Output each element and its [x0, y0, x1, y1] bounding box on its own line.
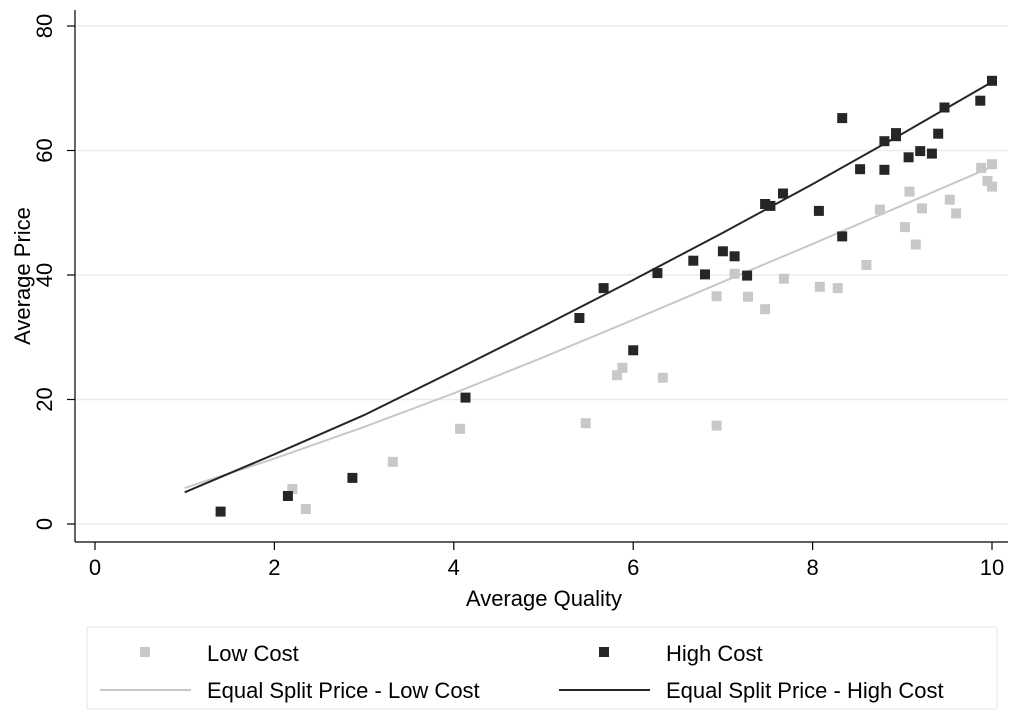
low-cost-point	[760, 304, 771, 315]
y-axis-title: Average Price	[10, 207, 35, 345]
legend-low-cost-marker	[140, 647, 150, 657]
high-cost-point	[688, 255, 699, 266]
high-cost-point	[717, 246, 728, 257]
high-cost-point	[837, 231, 848, 242]
tick-marks: 0 20 40 60 80 0 2 4 6 8 10	[32, 14, 1004, 580]
legend-low-line-label: Equal Split Price - Low Cost	[207, 678, 480, 703]
high-cost-point	[282, 491, 293, 501]
high-cost-point	[742, 270, 753, 281]
low-cost-equal-split-line	[184, 165, 993, 489]
high-cost-point	[903, 152, 914, 163]
low-cost-point	[455, 423, 466, 434]
axes	[74, 10, 1008, 543]
high-cost-point	[813, 205, 824, 216]
low-cost-point	[657, 372, 668, 383]
low-cost-point	[729, 268, 740, 279]
y-tick-label: 60	[32, 138, 57, 162]
legend-high-cost-label: High Cost	[666, 641, 763, 666]
fit-lines	[184, 81, 993, 494]
low-cost-point	[976, 162, 987, 173]
y-tick-label: 0	[32, 518, 57, 530]
low-cost-point	[904, 186, 915, 197]
high-cost-point	[729, 251, 740, 262]
high-cost-point	[926, 148, 937, 159]
x-tick-label: 8	[806, 555, 818, 580]
x-tick-label: 6	[627, 555, 639, 580]
low-cost-point	[832, 283, 843, 294]
low-cost-point	[387, 456, 398, 467]
high-cost-point	[837, 113, 848, 124]
low-cost-point	[917, 203, 927, 214]
x-tick-label: 2	[268, 555, 280, 580]
y-tick-label: 80	[32, 14, 57, 38]
y-tick-label: 40	[32, 263, 57, 287]
grid-lines	[76, 25, 1008, 525]
high-cost-point	[891, 128, 901, 139]
high-cost-point	[975, 95, 986, 106]
low-cost-point	[778, 273, 789, 284]
high-cost-point	[879, 136, 890, 147]
legend: Low Cost High Cost Equal Split Price - L…	[86, 626, 998, 710]
low-cost-point	[944, 194, 955, 205]
low-cost-point	[982, 176, 993, 186]
high-cost-point	[879, 164, 890, 175]
high-cost-point	[652, 268, 663, 279]
high-cost-point	[855, 164, 866, 175]
low-cost-point	[287, 484, 298, 495]
low-cost-point	[580, 418, 591, 429]
legend-high-cost-marker	[599, 647, 609, 657]
low-cost-point	[874, 204, 885, 215]
low-cost-point	[910, 239, 921, 250]
low-cost-point	[987, 159, 997, 170]
x-tick-label: 4	[448, 555, 460, 580]
high-cost-point	[628, 345, 639, 356]
x-tick-label: 10	[980, 555, 1004, 580]
low-cost-point	[612, 370, 623, 381]
high-cost-point	[765, 200, 776, 211]
high-cost-point	[915, 146, 926, 157]
low-cost-point	[711, 420, 722, 431]
legend-high-line-label: Equal Split Price - High Cost	[666, 678, 944, 703]
low-cost-point	[951, 208, 962, 219]
high-cost-point	[574, 313, 585, 323]
high-cost-point	[700, 269, 710, 280]
x-tick-label: 0	[89, 555, 101, 580]
low-cost-point	[617, 362, 628, 373]
high-cost-equal-split-line	[184, 81, 993, 494]
high-cost-point	[598, 283, 609, 294]
high-cost-point	[987, 75, 997, 86]
low-cost-point	[300, 504, 311, 515]
low-cost-point	[861, 260, 872, 270]
legend-box	[86, 626, 998, 710]
x-axis-title: Average Quality	[466, 586, 622, 611]
high-cost-point	[760, 199, 771, 209]
low-cost-point	[711, 291, 722, 302]
high-cost-point	[933, 128, 944, 139]
high-cost-point	[347, 472, 358, 483]
high-cost-point	[215, 506, 226, 517]
low-cost-point	[900, 222, 910, 233]
data-points	[215, 75, 997, 517]
low-cost-point	[987, 181, 997, 192]
low-cost-point	[814, 281, 825, 292]
y-tick-label: 20	[32, 387, 57, 411]
high-cost-point	[778, 188, 788, 199]
high-cost-point	[460, 392, 471, 403]
legend-low-cost-label: Low Cost	[207, 641, 299, 666]
low-cost-point	[743, 291, 753, 302]
high-cost-point	[939, 102, 950, 113]
